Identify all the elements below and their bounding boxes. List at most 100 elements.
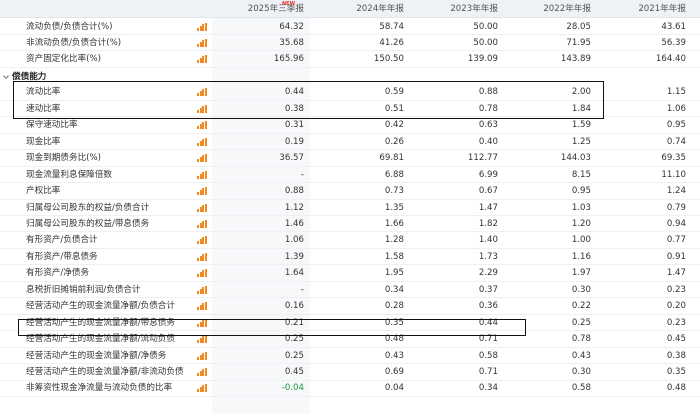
value-cell: 2.29: [478, 268, 498, 279]
chart-icon[interactable]: [197, 351, 207, 360]
value-cell: 150.50: [373, 54, 404, 65]
value-cell: 1.24: [666, 186, 686, 197]
value-cell: 0.30: [571, 284, 591, 295]
table-row: 经营活动产生的现金流量净额/带息债务 0.21 0.35 0.44 0.25 0.23: [0, 315, 700, 332]
table-row: 产权比率 0.88 0.73 0.67 0.95 1.24: [0, 183, 700, 200]
value-cell: 0.58: [478, 350, 498, 361]
value-cell: 0.37: [478, 284, 498, 295]
current-period-column-shade: [212, 0, 310, 414]
chart-icon[interactable]: [197, 170, 207, 179]
value-cell: 0.45: [284, 367, 304, 377]
chart-icon[interactable]: [197, 236, 207, 245]
value-cell: 0.36: [478, 301, 498, 312]
value-cell: 164.40: [655, 54, 686, 65]
value-cell: 0.28: [384, 301, 404, 312]
chart-icon[interactable]: [197, 335, 207, 344]
value-cell: 0.58: [571, 383, 591, 394]
table-row: 经营活动产生的现金流量净额/非流动负债 0.45 0.69 0.71 0.30 0.35: [0, 364, 700, 381]
value-cell: 1.46: [284, 218, 304, 229]
chart-icon[interactable]: [197, 104, 207, 113]
value-cell: 0.91: [666, 251, 686, 262]
row-label: 经营活动产生的现金流量净额/非流动负债: [26, 367, 184, 377]
value-cell: 0.74: [666, 136, 686, 147]
chart-icon[interactable]: [197, 203, 207, 212]
value-cell: -: [300, 284, 304, 295]
table-row: 归属母公司股东的权益/负债合计 1.12 1.35 1.47 1.03 0.79: [0, 200, 700, 216]
chart-icon[interactable]: [197, 318, 207, 327]
value-cell: -: [300, 169, 304, 180]
chart-icon[interactable]: [197, 384, 207, 393]
chart-icon[interactable]: [197, 22, 207, 31]
value-cell: 0.63: [478, 120, 498, 131]
header-col-2023[interactable]: 2023年年报: [450, 4, 498, 14]
chart-icon[interactable]: [197, 285, 207, 294]
chart-icon[interactable]: [197, 38, 207, 47]
table-row: 资产固定化比率(%) 165.96 150.50 139.09 143.89 164.40: [0, 51, 700, 68]
value-cell: 112.77: [467, 153, 498, 164]
value-cell: 1.15: [666, 87, 686, 98]
value-cell: 1.66: [384, 218, 404, 229]
value-cell: 0.04: [384, 383, 404, 394]
chart-icon[interactable]: [197, 219, 207, 228]
chart-icon[interactable]: [197, 269, 207, 278]
table-row: 非流动负债/负债合计(%) 35.68 41.26 50.00 71.95 56.39: [0, 35, 700, 52]
table-row: 有形资产/带息债务 1.39 1.58 1.73 1.16 0.91: [0, 249, 700, 266]
value-cell: 1.97: [571, 268, 591, 279]
header-col-2022[interactable]: 2022年年报: [543, 4, 591, 14]
header-col-2021[interactable]: 2021年年报: [638, 4, 686, 14]
row-label: 保守速动比率: [26, 120, 78, 131]
value-cell: 1.06: [666, 103, 686, 114]
row-label: 经营活动产生的现金流量净额/带息债务: [26, 317, 175, 328]
value-cell: 0.44: [478, 317, 498, 328]
chart-icon[interactable]: [197, 368, 207, 376]
chart-icon[interactable]: [197, 137, 207, 146]
value-cell: 0.73: [384, 186, 404, 197]
header-col-2025q3[interactable]: 2025年三季报: [247, 4, 304, 14]
chart-icon[interactable]: [197, 121, 207, 130]
value-cell: 0.94: [666, 218, 686, 229]
value-cell: -0.04: [281, 383, 304, 394]
value-cell: 50.00: [473, 37, 498, 48]
table-row: 有形资产/净债务 1.64 1.95 2.29 1.97 1.47: [0, 265, 700, 282]
value-cell: 6.99: [478, 169, 498, 180]
table-row: 现金到期债务比(%) 36.57 69.81 112.77 144.03 69.35: [0, 150, 700, 167]
row-label: 经营活动产生的现金流量净额/负债合计: [26, 301, 175, 312]
value-cell: 0.34: [384, 284, 404, 295]
table-row: 现金比率 0.19 0.26 0.40 1.25 0.74: [0, 134, 700, 151]
value-cell: 1.00: [571, 235, 591, 246]
row-label: 现金比率: [26, 136, 61, 147]
value-cell: 64.32: [279, 21, 304, 32]
value-cell: 50.00: [473, 21, 498, 32]
chart-icon[interactable]: [197, 55, 207, 64]
table-row: 流动比率 0.44 0.59 0.88 2.00 1.15: [0, 84, 700, 101]
value-cell: 0.95: [666, 120, 686, 131]
value-cell: 36.57: [279, 153, 304, 164]
chart-icon[interactable]: [197, 252, 207, 261]
value-cell: 28.05: [566, 21, 591, 32]
chart-icon[interactable]: [197, 187, 207, 196]
value-cell: 35.68: [279, 37, 304, 48]
chevron-down-icon[interactable]: [3, 74, 9, 80]
value-cell: 0.69: [384, 367, 404, 377]
value-cell: 0.48: [384, 334, 404, 345]
value-cell: 1.28: [384, 235, 404, 246]
chart-icon[interactable]: [197, 302, 207, 311]
chart-icon[interactable]: [197, 88, 207, 97]
value-cell: 0.43: [571, 350, 591, 361]
value-cell: 0.35: [384, 317, 404, 328]
value-cell: 69.35: [661, 153, 686, 164]
value-cell: 58.74: [379, 21, 404, 32]
value-cell: 1.06: [284, 235, 304, 246]
chart-icon[interactable]: [197, 154, 207, 163]
header-col-2024[interactable]: 2024年年报: [356, 4, 404, 14]
value-cell: 1.20: [571, 218, 591, 229]
table-row: 流动负债/负债合计(%) 64.32 58.74 50.00 28.05 43.61: [0, 19, 700, 35]
section-header-solvency[interactable]: 偿债能力: [0, 69, 700, 85]
value-cell: 1.47: [666, 268, 686, 279]
value-cell: 0.25: [284, 350, 304, 361]
value-cell: 0.35: [666, 367, 686, 377]
value-cell: 1.40: [478, 235, 498, 246]
value-cell: 0.31: [284, 120, 304, 131]
value-cell: 69.81: [379, 153, 404, 164]
value-cell: 0.34: [478, 383, 498, 394]
